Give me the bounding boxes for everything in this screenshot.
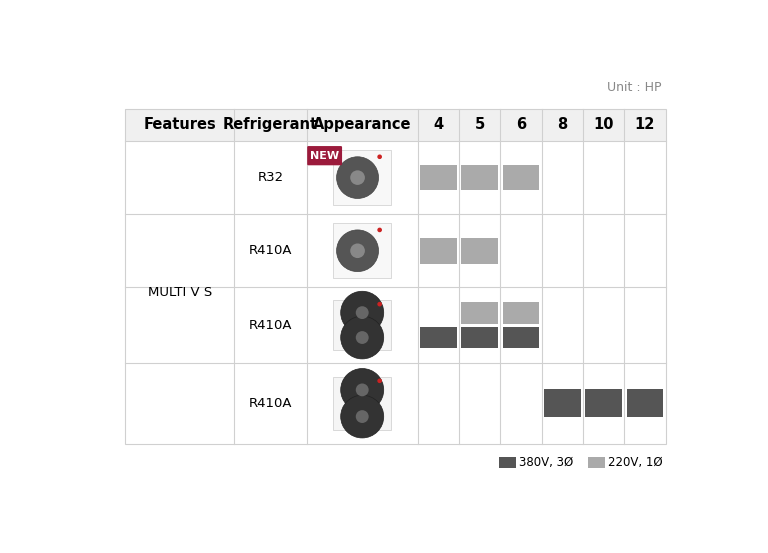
Text: R410A: R410A	[249, 244, 292, 257]
Text: 380V, 3Ø: 380V, 3Ø	[519, 456, 574, 469]
Text: 8: 8	[557, 117, 568, 132]
Bar	[462, 238, 498, 264]
Circle shape	[341, 395, 384, 438]
Text: R410A: R410A	[249, 397, 292, 410]
Circle shape	[341, 291, 384, 334]
Circle shape	[356, 383, 369, 397]
Bar	[462, 327, 498, 348]
Bar	[544, 389, 581, 418]
Text: 5: 5	[475, 117, 485, 132]
Circle shape	[336, 230, 379, 272]
FancyBboxPatch shape	[307, 146, 342, 165]
Text: 12: 12	[635, 117, 655, 132]
Bar	[502, 327, 539, 348]
Bar	[125, 109, 666, 141]
Circle shape	[377, 378, 382, 383]
Circle shape	[336, 157, 379, 199]
Bar	[125, 109, 666, 444]
Bar	[333, 300, 391, 350]
Bar	[462, 302, 498, 324]
Bar	[462, 165, 498, 190]
Text: Appearance: Appearance	[313, 117, 412, 132]
Text: Features: Features	[144, 117, 216, 132]
Text: NEW: NEW	[310, 150, 339, 161]
Circle shape	[356, 410, 369, 423]
Bar	[420, 165, 457, 190]
Text: 6: 6	[516, 117, 526, 132]
Bar	[627, 389, 664, 418]
Text: 4: 4	[433, 117, 443, 132]
Circle shape	[341, 316, 384, 359]
Text: Unit : HP: Unit : HP	[607, 81, 662, 95]
Bar	[588, 457, 605, 467]
Circle shape	[356, 306, 369, 319]
Bar	[585, 389, 622, 418]
Bar	[333, 150, 391, 205]
Text: 220V, 1Ø: 220V, 1Ø	[608, 456, 663, 469]
Circle shape	[350, 243, 365, 258]
Circle shape	[377, 302, 382, 306]
Circle shape	[350, 170, 365, 185]
Bar	[502, 302, 539, 324]
Text: Refrigerant: Refrigerant	[223, 117, 318, 132]
Bar	[333, 223, 391, 278]
Bar	[420, 238, 457, 264]
Text: 10: 10	[594, 117, 614, 132]
Circle shape	[356, 331, 369, 344]
Circle shape	[377, 154, 382, 159]
Bar	[502, 165, 539, 190]
Text: MULTI V S: MULTI V S	[147, 286, 212, 299]
Bar	[499, 457, 516, 467]
Text: R410A: R410A	[249, 319, 292, 332]
Bar	[420, 327, 457, 348]
Text: R32: R32	[257, 171, 283, 184]
Bar	[333, 377, 391, 430]
Circle shape	[341, 368, 384, 411]
Circle shape	[377, 228, 382, 232]
